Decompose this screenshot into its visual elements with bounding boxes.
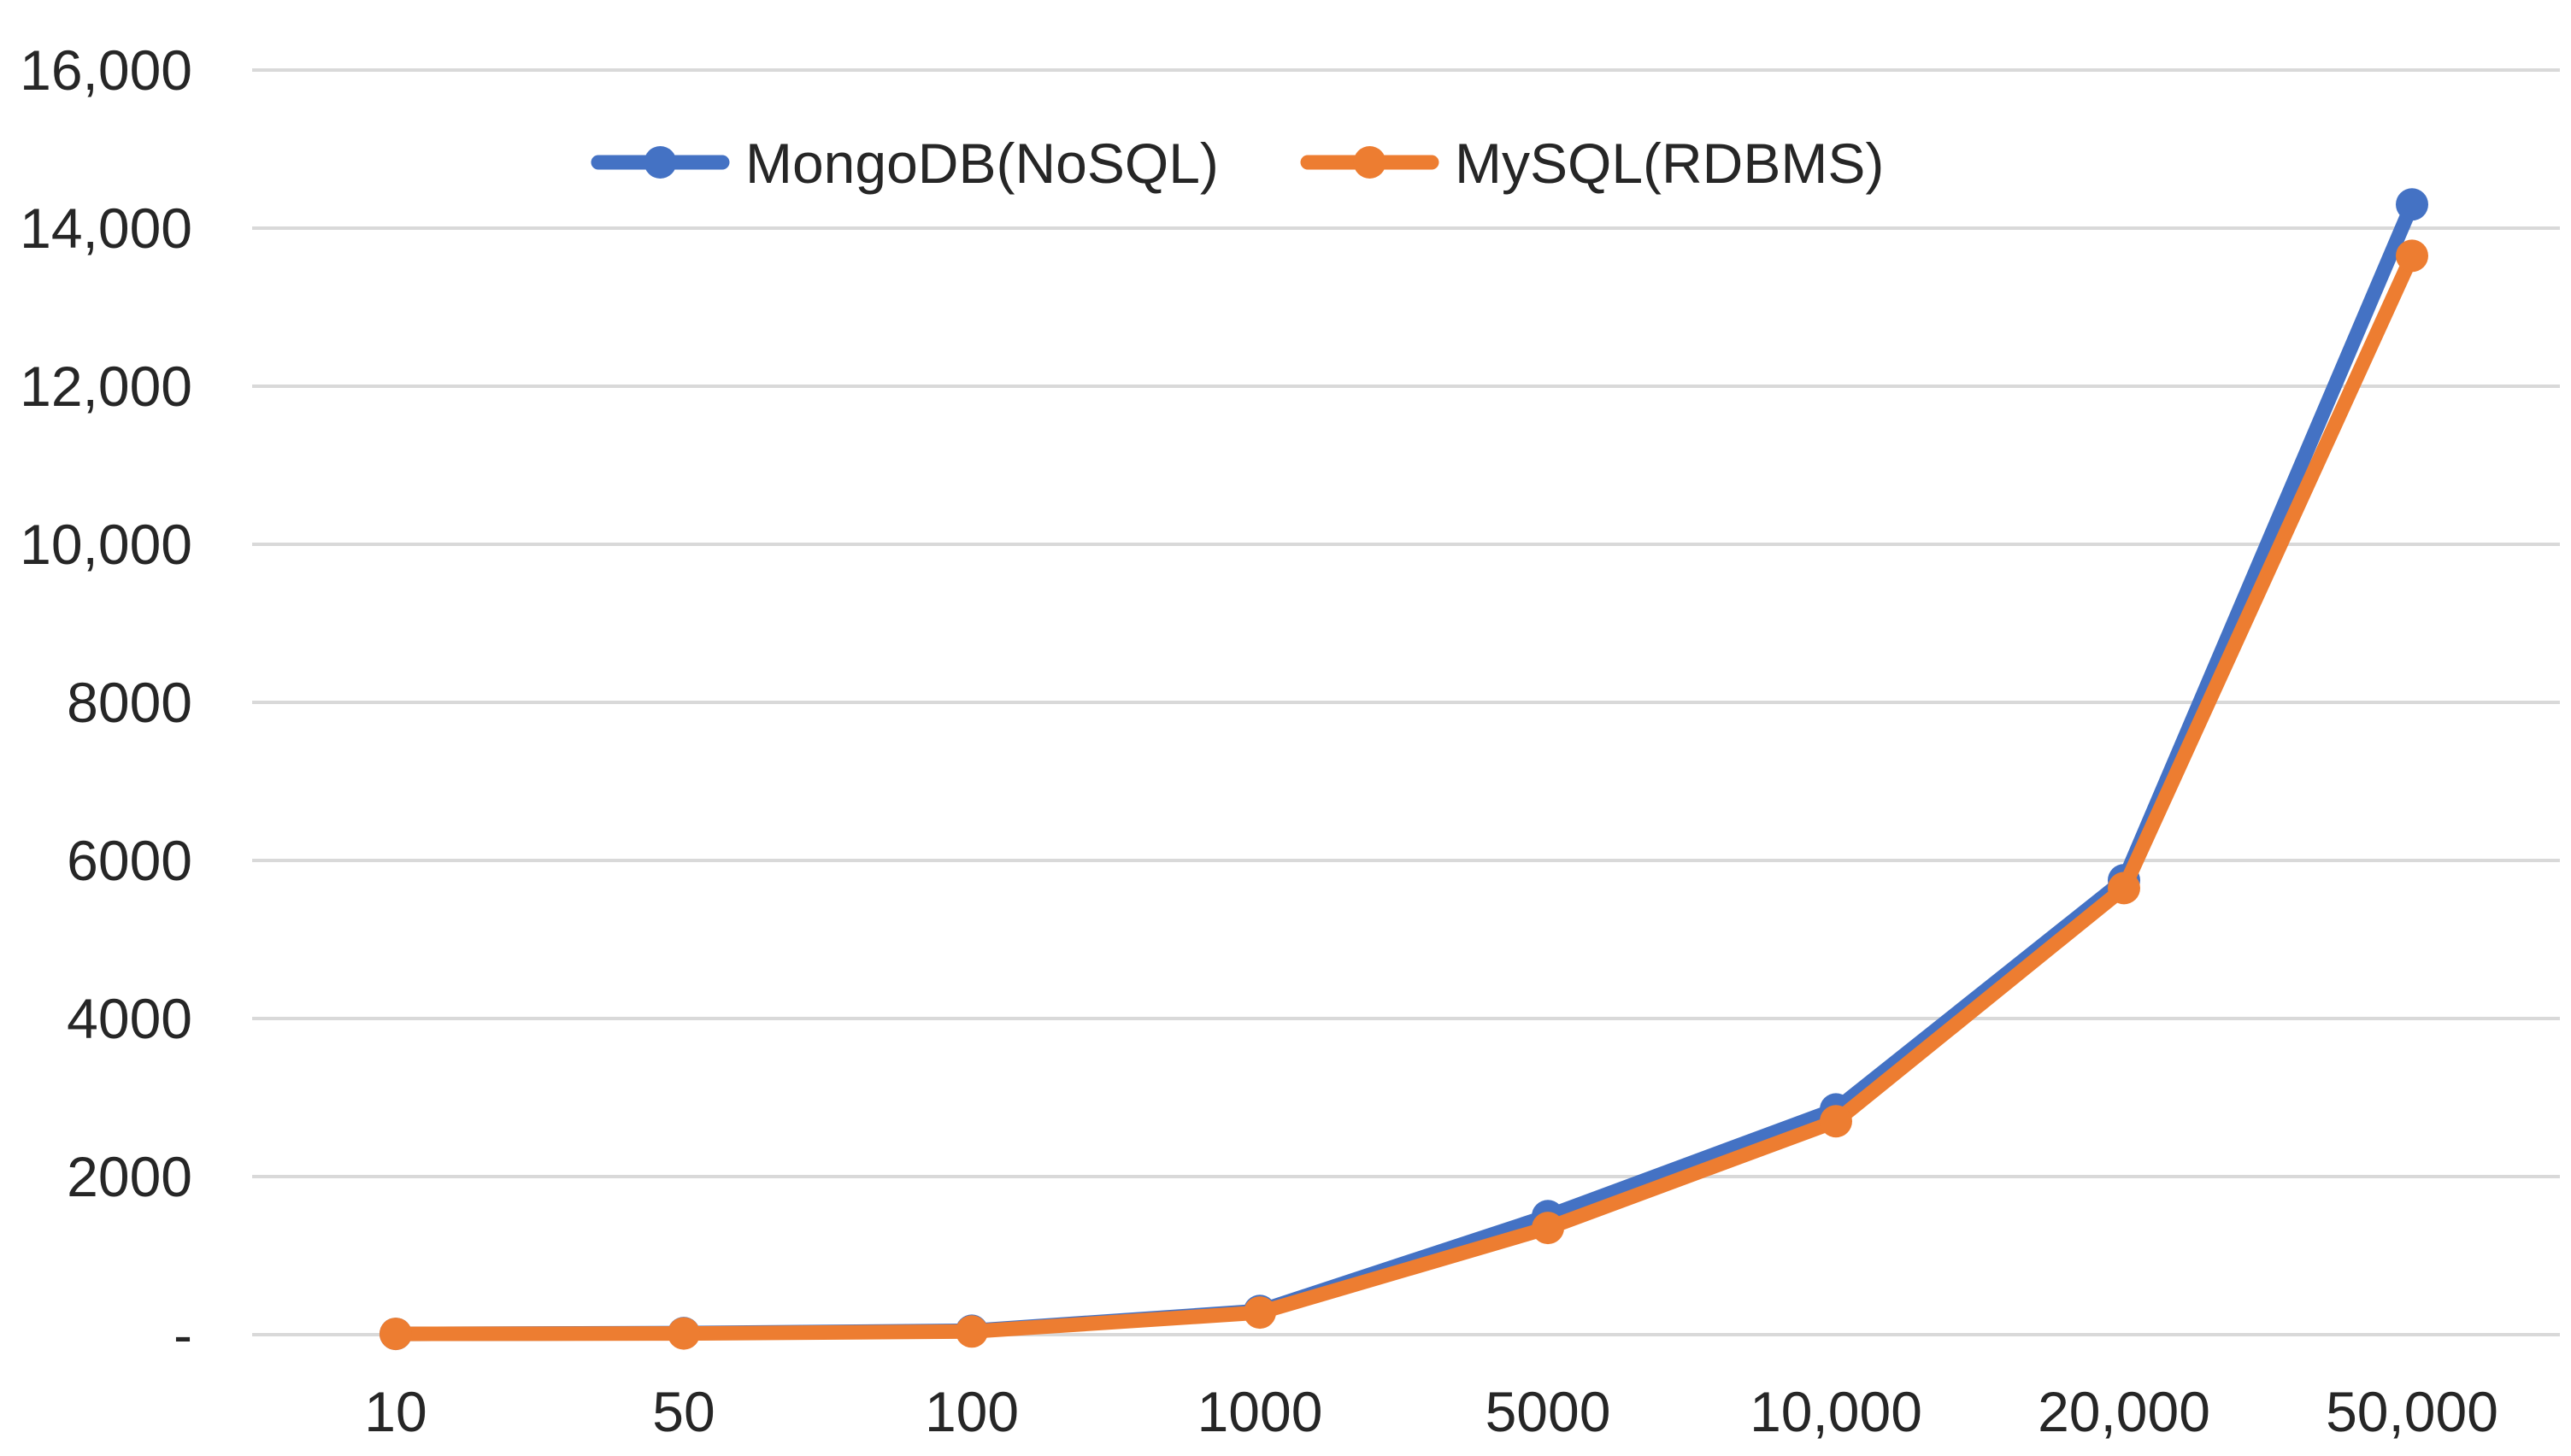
series-line-mongodb	[388, 197, 2420, 1342]
x-axis-ticks: 10 50 100 1000 5000 10,000 20,000 50,000	[364, 1380, 2498, 1443]
data-point-mysql	[1244, 1296, 1276, 1330]
data-point-mysql	[956, 1315, 988, 1348]
y-tick-label: 14,000	[20, 197, 192, 260]
data-point-mysql	[1820, 1105, 1852, 1138]
gridlines	[252, 68, 2560, 1336]
y-tick-label: -	[174, 1303, 192, 1366]
y-axis-ticks: - 2000 4000 6000 8000 10,000 12,000 14,000 16,00…	[20, 38, 192, 1366]
data-point-mysql	[2108, 872, 2140, 905]
x-tick-label: 50	[652, 1380, 715, 1443]
x-tick-label: 50,000	[2326, 1380, 2498, 1443]
x-tick-label: 10,000	[1750, 1380, 1922, 1443]
data-point-mysql	[668, 1317, 700, 1350]
x-tick-label: 10	[364, 1380, 427, 1443]
x-tick-label: 5000	[1486, 1380, 1611, 1443]
series-lines	[379, 188, 2428, 1351]
x-tick-label: 1000	[1197, 1380, 1323, 1443]
legend-marker-mongodb	[644, 146, 677, 179]
legend: MongoDB(NoSQL) MySQL(RDBMS)	[591, 132, 1884, 195]
y-tick-label: 12,000	[20, 355, 192, 418]
data-point-mysql	[379, 1318, 412, 1351]
series-mysql	[379, 239, 2428, 1351]
legend-item-mongodb: MongoDB(NoSQL)	[591, 132, 1219, 195]
y-tick-label: 6000	[67, 829, 192, 892]
y-tick-label: 8000	[67, 671, 192, 734]
data-point-mysql	[2396, 239, 2428, 273]
y-tick-label: 16,000	[20, 38, 192, 102]
x-tick-label: 20,000	[2038, 1380, 2210, 1443]
legend-item-mysql: MySQL(RDBMS)	[1300, 132, 1884, 195]
legend-label-mysql: MySQL(RDBMS)	[1455, 132, 1884, 195]
data-point-mongodb	[2396, 188, 2428, 221]
y-tick-label: 2000	[67, 1145, 192, 1208]
y-tick-label: 4000	[67, 987, 192, 1050]
data-point-mysql	[1532, 1212, 1564, 1245]
x-tick-label: 100	[925, 1380, 1019, 1443]
y-tick-label: 10,000	[20, 513, 192, 576]
legend-label-mongodb: MongoDB(NoSQL)	[745, 132, 1219, 195]
legend-marker-mysql	[1353, 146, 1386, 179]
series-line-mysql	[388, 248, 2420, 1342]
